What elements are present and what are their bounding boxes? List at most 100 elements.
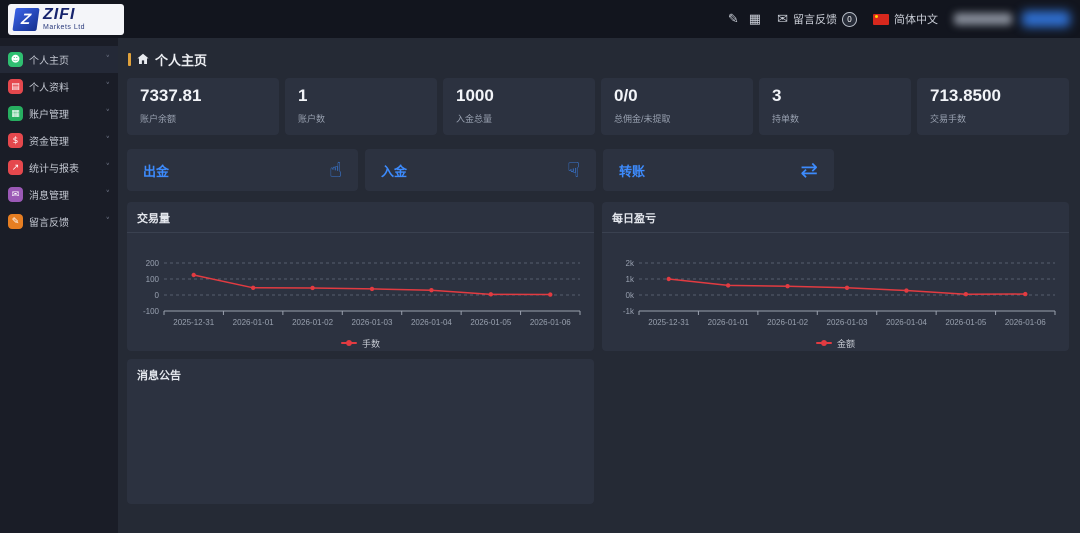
charts-row: 交易量 200 100 0 -100 2025-12-31 2026-01-01 2026-…: [127, 202, 1069, 353]
chart-legend[interactable]: 手数: [127, 333, 594, 353]
svg-text:2026-01-01: 2026-01-01: [233, 318, 274, 327]
bank-icon: ▦: [8, 106, 23, 121]
sidebar-item-label: 资金管理: [29, 137, 69, 148]
language-selector[interactable]: 简体中文: [873, 11, 938, 27]
svg-text:1k: 1k: [626, 275, 635, 284]
svg-text:2026-01-03: 2026-01-03: [352, 318, 393, 327]
legend-line-marker-icon: [340, 340, 357, 347]
user-icon: ☻: [8, 52, 23, 67]
avatar: [1022, 11, 1070, 27]
sidebar-item[interactable]: ✉ 消息管理 ˅: [0, 181, 118, 208]
pen-icon: ✎: [8, 214, 23, 229]
svg-text:-100: -100: [143, 307, 160, 316]
daily-pnl-chart: 2k 1k 0k -1k 2025-12-31 2026-01-01 2026-01-02 2…: [623, 259, 1056, 327]
svg-text:2026-01-02: 2026-01-02: [767, 318, 808, 327]
pencil-icon[interactable]: ✎: [727, 11, 739, 27]
chart-title: 每日盈亏: [602, 202, 1069, 234]
grid-table-icon[interactable]: ▦: [748, 11, 762, 27]
china-flag-icon: [873, 13, 889, 25]
id-card-icon: ▤: [8, 79, 23, 94]
chart-line-icon: ↗: [8, 160, 23, 175]
action-label: 出金: [143, 163, 170, 179]
brand-subtitle: Markets Ltd: [43, 24, 86, 31]
stat-value: 0/0: [614, 86, 638, 105]
sidebar-item-label: 留言反馈: [29, 218, 69, 229]
svg-text:2025-12-31: 2025-12-31: [173, 318, 214, 327]
sidebar-item[interactable]: ✎ 留言反馈 ˅: [0, 208, 118, 235]
sidebar-item[interactable]: ▦ 账户管理 ˅: [0, 100, 118, 127]
feedback-label: 留言反馈: [793, 14, 837, 26]
sidebar-item-label: 消息管理: [29, 191, 69, 202]
svg-text:2026-01-05: 2026-01-05: [945, 318, 986, 327]
brand-logo[interactable]: Z ZIFI Markets Ltd: [8, 3, 124, 35]
stat-value: 3: [772, 86, 782, 105]
stat-card: 1 账户数: [285, 78, 437, 136]
action-button[interactable]: 出金 ☝: [127, 149, 358, 192]
stat-card: 713.8500 交易手数: [917, 78, 1069, 136]
mail-icon: ✉: [777, 11, 788, 27]
feedback-button[interactable]: ✉ 留言反馈 0: [777, 11, 857, 27]
stat-card: 3 持单数: [759, 78, 911, 136]
action-button[interactable]: 入金 ☟: [365, 149, 596, 192]
brand-name: ZIFI: [43, 6, 76, 23]
chevron-down-icon: ˅: [105, 54, 111, 65]
dollar-icon: $: [8, 133, 23, 148]
zifi-logo-icon: Z: [12, 7, 40, 31]
svg-text:2026-01-01: 2026-01-01: [708, 318, 749, 327]
stat-label: 持单数: [772, 114, 800, 125]
topbar-actions: ✎ ▦ ✉ 留言反馈 0 简体中文: [728, 11, 1070, 27]
chevron-down-icon: ˅: [105, 108, 111, 119]
stat-label: 交易手数: [930, 114, 967, 125]
svg-text:100: 100: [146, 275, 160, 284]
svg-text:2026-01-03: 2026-01-03: [827, 318, 868, 327]
page-header: 个人主页: [128, 50, 1080, 68]
legend-label: 手数: [361, 338, 380, 349]
stat-label: 入金总量: [456, 114, 493, 125]
sidebar-item[interactable]: ↗ 统计与报表 ˅: [0, 154, 118, 181]
stat-value: 7337.81: [140, 86, 202, 105]
topbar-tools: ✎ ▦: [728, 12, 761, 27]
svg-text:0: 0: [155, 291, 160, 300]
stat-card: 1000 入金总量: [443, 78, 595, 136]
chevron-down-icon: ˅: [105, 162, 111, 173]
legend-line-marker-icon: [815, 340, 832, 347]
sidebar-item-label: 账户管理: [29, 110, 69, 121]
announcement-title: 消息公告: [137, 370, 181, 383]
svg-text:0k: 0k: [626, 291, 635, 300]
action-button[interactable]: 转账 ⇄: [603, 149, 834, 192]
sidebar-item[interactable]: ▤ 个人资料 ˅: [0, 73, 118, 100]
sidebar-item[interactable]: ☻ 个人主页 ˅: [0, 46, 118, 73]
sidebar: ☻ 个人主页 ˅ ▤ 个人资料 ˅ ▦ 账户管理 ˅ $ 资金管理 ˅ ↗ 统计与报表 ˅ ✉ 消息管理 ˅ ✎ 留言…: [0, 38, 118, 533]
sidebar-item-label: 统计与报表: [29, 164, 79, 175]
stat-value: 1: [298, 86, 308, 105]
svg-text:2025-12-31: 2025-12-31: [648, 318, 689, 327]
username-redacted: [954, 13, 1012, 25]
home-icon: [137, 53, 149, 65]
volume-chart-panel: 交易量 200 100 0 -100 2025-12-31 2026-01-01 2026-…: [127, 202, 594, 353]
language-label: 简体中文: [894, 14, 938, 26]
svg-text:2026-01-04: 2026-01-04: [411, 318, 452, 327]
hand-point-down-icon: ☟: [567, 157, 580, 182]
chevron-down-icon: ˅: [105, 216, 111, 227]
stat-value: 713.8500: [930, 86, 1001, 105]
chart-title: 交易量: [127, 202, 594, 234]
sidebar-item[interactable]: $ 资金管理 ˅: [0, 127, 118, 154]
chevron-down-icon: ˅: [105, 81, 111, 92]
page-title: 个人主页: [155, 52, 208, 68]
hand-point-up-icon: ☝: [329, 157, 342, 182]
brand-text: ZIFI Markets Ltd: [43, 6, 86, 32]
topbar: Z ZIFI Markets Ltd ✎ ▦ ✉ 留言反馈 0 简体中文: [0, 0, 1080, 38]
stat-value: 1000: [456, 86, 494, 105]
svg-text:2026-01-06: 2026-01-06: [530, 318, 571, 327]
svg-text:200: 200: [146, 259, 160, 268]
svg-text:2026-01-06: 2026-01-06: [1005, 318, 1046, 327]
action-label: 入金: [381, 163, 408, 179]
user-menu[interactable]: [954, 11, 1070, 27]
chart-legend[interactable]: 金额: [602, 333, 1069, 353]
shuffle-icon: ⇄: [800, 157, 818, 182]
announcement-panel: 消息公告: [127, 359, 594, 505]
feedback-count-badge: 0: [842, 11, 857, 27]
quick-actions-row: 出金 ☝ 入金 ☟ 转账 ⇄: [127, 149, 1071, 192]
chat-icon: ✉: [8, 187, 23, 202]
svg-text:-1k: -1k: [623, 307, 635, 316]
